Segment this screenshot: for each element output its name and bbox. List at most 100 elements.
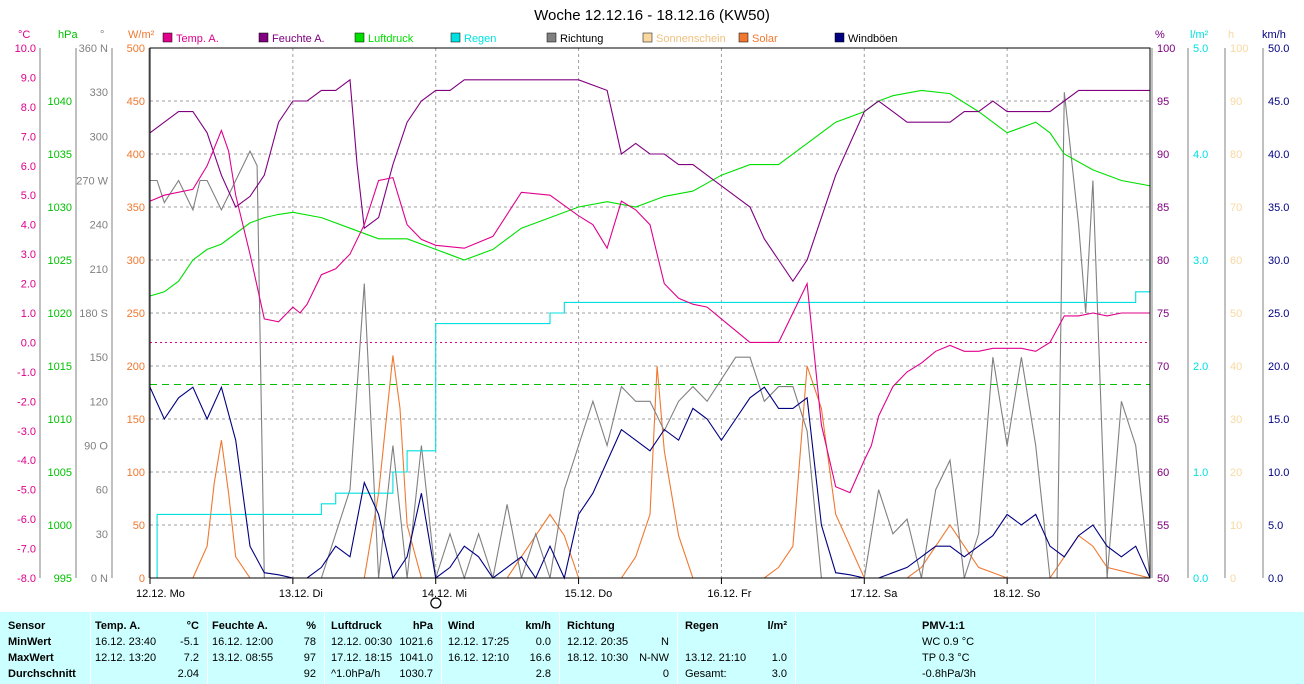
legend-swatch bbox=[162, 32, 173, 43]
tick-label-temp: 6.0 bbox=[21, 161, 36, 173]
tick-label-sunshine: 30 bbox=[1230, 414, 1242, 426]
label-max: MaxWert bbox=[8, 652, 54, 664]
tick-label-rain: 0.0 bbox=[1193, 573, 1208, 585]
tick-label-pressure: 1000 bbox=[48, 520, 72, 532]
tick-label-humidity: 50 bbox=[1157, 573, 1169, 585]
x-tick-label: 17.12. Sa bbox=[850, 588, 898, 600]
hum-max-val: 97 bbox=[303, 652, 316, 664]
chart-title: Woche 12.12.16 - 18.12.16 (KW50) bbox=[534, 7, 770, 24]
tick-label-pressure: 1040 bbox=[48, 96, 72, 108]
label-avg: Durchschnitt bbox=[8, 668, 76, 680]
header-humidity-unit: % bbox=[306, 620, 316, 632]
header-rain-unit: l/m² bbox=[767, 620, 787, 632]
hum-avg-val: 92 bbox=[303, 668, 316, 680]
tick-label-pressure: 1030 bbox=[48, 202, 72, 214]
tick-label-rain: 1.0 bbox=[1193, 467, 1208, 479]
temp-min-val: -5.1 bbox=[180, 636, 199, 648]
tick-label-direction: 180 S bbox=[79, 308, 108, 320]
tick-label-temp: -2.0 bbox=[17, 396, 36, 408]
tick-label-pressure: 1025 bbox=[48, 255, 72, 267]
tick-label-wind: 10.0 bbox=[1268, 467, 1289, 479]
legend-label: Regen bbox=[464, 33, 496, 45]
axis-unit-wind: km/h bbox=[1262, 29, 1286, 41]
legend-swatch bbox=[546, 32, 557, 43]
tick-label-solar: 200 bbox=[127, 361, 145, 373]
col-direction: Richtung 12.12. 20:35 N 18.12. 10:30 N-NW … bbox=[559, 612, 677, 684]
legend: Temp. A. Feuchte A. Luftdruck Regen Richtung… bbox=[162, 32, 898, 45]
tick-label-temp: -4.0 bbox=[17, 455, 36, 467]
weather-chart: Woche 12.12.16 - 18.12.16 (KW50) Temp. A… bbox=[14, 7, 1290, 609]
x-tick-label: 15.12. Do bbox=[565, 588, 613, 600]
x-tick-label: 14.12. Mi bbox=[422, 588, 467, 600]
stats-table: Sensor MinWert MaxWert Durchschnitt Temp… bbox=[0, 612, 1304, 684]
col-empty bbox=[1095, 612, 1304, 684]
tick-label-direction: 240 bbox=[90, 220, 108, 232]
tick-label-temp: -7.0 bbox=[17, 544, 36, 556]
rain-max-time: 13.12. 21:10 bbox=[685, 652, 747, 664]
header-temp: Temp. A. bbox=[95, 620, 141, 632]
tick-label-direction: 210 bbox=[90, 264, 108, 276]
tick-label-direction: 270 W bbox=[76, 176, 108, 188]
tick-label-temp: 7.0 bbox=[21, 131, 36, 143]
tick-label-humidity: 80 bbox=[1157, 255, 1169, 267]
tick-label-temp: 2.0 bbox=[21, 279, 36, 291]
header-pressure-unit: hPa bbox=[412, 620, 433, 632]
pmv-trend: -0.8hPa/3h bbox=[922, 668, 976, 680]
tick-label-temp: 10.0 bbox=[15, 43, 36, 55]
header-pmv: PMV-1:1 bbox=[922, 620, 965, 632]
plot-frame bbox=[149, 47, 1151, 579]
legend-label: Luftdruck bbox=[368, 33, 414, 45]
tick-label-temp: 1.0 bbox=[21, 308, 36, 320]
hum-max-time: 13.12. 08:55 bbox=[212, 652, 274, 664]
tick-label-sunshine: 70 bbox=[1230, 202, 1242, 214]
col-humidity: Feuchte A.% 16.12. 12:00 78 13.12. 08:55 9… bbox=[207, 612, 324, 684]
tick-label-temp: 3.0 bbox=[21, 249, 36, 261]
x-tick-label: 12.12. Mo bbox=[136, 588, 185, 600]
legend-swatch bbox=[354, 32, 365, 43]
legend-swatch bbox=[642, 32, 653, 43]
tick-label-solar: 300 bbox=[127, 255, 145, 267]
tick-label-wind: 0.0 bbox=[1268, 573, 1283, 585]
dir-avg-val: 0 bbox=[662, 668, 669, 680]
hum-min-time: 16.12. 12:00 bbox=[212, 636, 274, 648]
wind-max-val: 16.6 bbox=[529, 652, 551, 664]
col-pmv: PMV-1:1 WC 0.9 °C TP 0.3 °C -0.8hPa/3h bbox=[795, 612, 1095, 684]
col-pressure: Luftdruck hPa 12.12. 00:30 1021.6 17.12. 1… bbox=[324, 612, 441, 684]
tick-label-solar: 500 bbox=[127, 43, 145, 55]
tick-label-direction: 30 bbox=[96, 529, 108, 541]
tick-label-solar: 400 bbox=[127, 149, 145, 161]
tick-label-humidity: 60 bbox=[1157, 467, 1169, 479]
tick-label-sunshine: 40 bbox=[1230, 361, 1242, 373]
wind-max-time: 16.12. 12:10 bbox=[448, 652, 510, 664]
tick-label-wind: 15.0 bbox=[1268, 414, 1289, 426]
tick-label-direction: 0 N bbox=[91, 573, 108, 585]
wind-min-val: 0.0 bbox=[535, 636, 551, 648]
header-wind-unit: km/h bbox=[525, 620, 551, 632]
tick-label-pressure: 1035 bbox=[48, 149, 72, 161]
tick-label-direction: 60 bbox=[96, 485, 108, 497]
axis-unit-pressure: hPa bbox=[58, 29, 78, 41]
tick-label-sunshine: 20 bbox=[1230, 467, 1242, 479]
tick-label-solar: 0 bbox=[139, 573, 145, 585]
header-sensor: Sensor bbox=[8, 620, 46, 632]
x-tick-label: 18.12. So bbox=[993, 588, 1040, 600]
press-max-val: 1041.0 bbox=[399, 652, 433, 664]
tick-label-temp: -5.0 bbox=[17, 485, 36, 497]
tick-label-temp: 0.0 bbox=[21, 337, 36, 349]
axis-unit-humidity: % bbox=[1155, 29, 1165, 41]
tick-label-humidity: 55 bbox=[1157, 520, 1169, 532]
tick-label-humidity: 70 bbox=[1157, 361, 1169, 373]
tick-label-sunshine: 80 bbox=[1230, 149, 1242, 161]
tick-label-direction: 120 bbox=[90, 396, 108, 408]
plot-area bbox=[149, 78, 1151, 580]
tick-label-temp: 5.0 bbox=[21, 190, 36, 202]
wind-avg-val: 2.8 bbox=[535, 668, 551, 680]
tick-label-pressure: 1015 bbox=[48, 361, 72, 373]
right-axes: %10095908580757065605550l/m²5.04.03.02.0… bbox=[1151, 29, 1289, 585]
temp-max-val: 7.2 bbox=[183, 652, 199, 664]
legend-label: Windböen bbox=[848, 33, 898, 45]
axis-unit-temp: °C bbox=[18, 29, 30, 41]
temp-min-time: 16.12. 23:40 bbox=[95, 636, 157, 648]
axis-unit-sunshine: h bbox=[1228, 29, 1234, 41]
tick-label-temp: -6.0 bbox=[17, 514, 36, 526]
